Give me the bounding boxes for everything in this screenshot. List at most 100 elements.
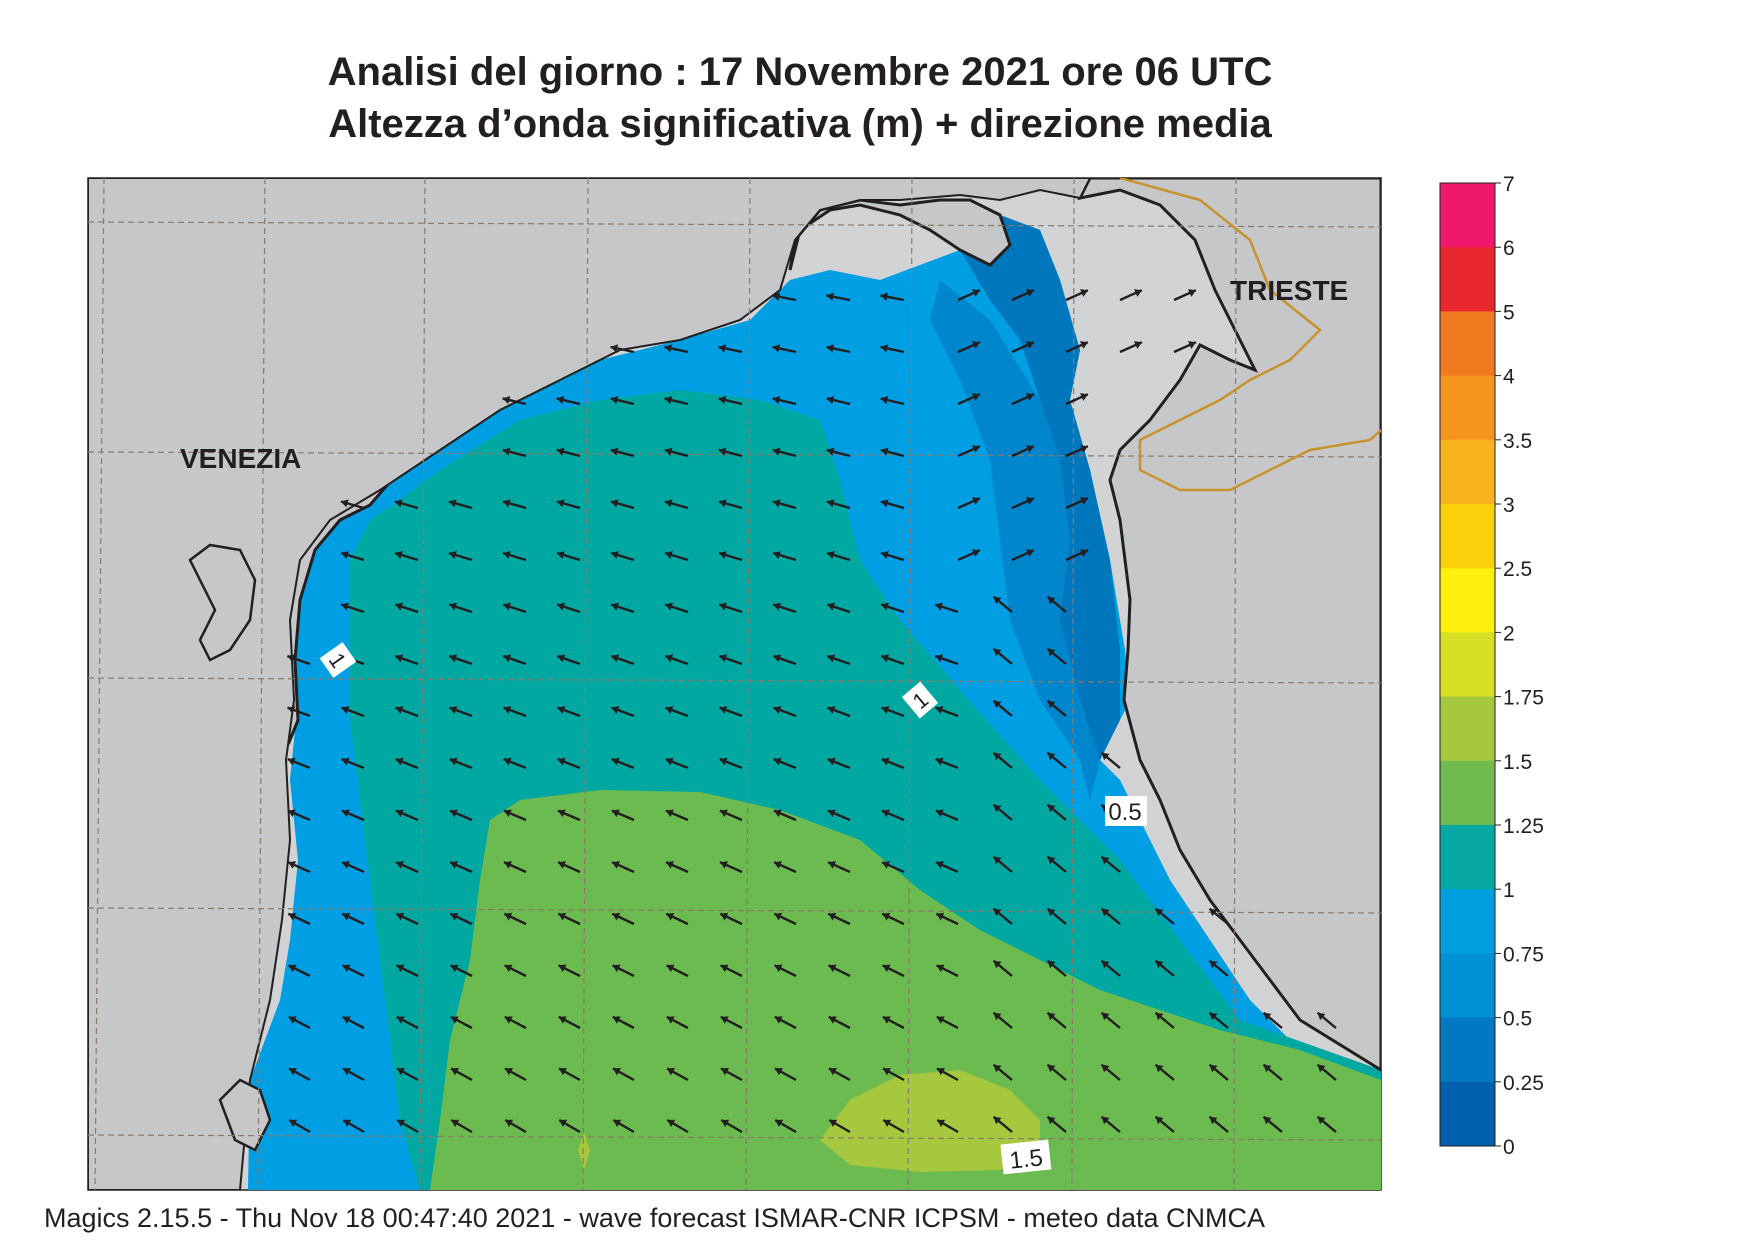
direction-arrow-head: [774, 1068, 783, 1076]
direction-arrow-head: [341, 550, 349, 559]
direction-arrow-head: [665, 602, 673, 611]
legend-label: 2.5: [1503, 558, 1532, 581]
direction-arrow-head: [1079, 445, 1088, 453]
direction-arrow-head: [719, 654, 728, 663]
direction-arrow-head: [451, 1119, 460, 1128]
direction-arrow-head: [558, 1016, 567, 1024]
direction-arrow-head: [993, 752, 1002, 761]
direction-arrow-head: [828, 912, 837, 921]
direction-arrow-head: [557, 550, 565, 559]
direction-arrow-head: [971, 289, 980, 297]
direction-arrow-head: [1047, 960, 1056, 969]
direction-arrow-head: [936, 861, 945, 869]
direction-arrow-head: [1263, 1064, 1272, 1073]
direction-arrow-head: [720, 1016, 729, 1024]
direction-arrow-head: [1187, 289, 1196, 297]
direction-arrow-head: [720, 912, 729, 921]
direction-arrow-head: [882, 912, 891, 921]
direction-arrow-head: [504, 964, 513, 973]
direction-arrow-head: [287, 757, 296, 766]
direction-arrow-head: [881, 809, 890, 818]
direction-arrow-head: [993, 908, 1002, 917]
direction-arrow-head: [612, 912, 621, 921]
direction-arrow-head: [718, 447, 727, 456]
legend-label: 0.25: [1503, 1072, 1544, 1095]
direction-arrow-head: [665, 550, 673, 559]
direction-arrow-head: [288, 912, 297, 921]
direction-arrow-head: [826, 292, 834, 301]
direction-arrow-head: [450, 1016, 459, 1024]
legend-swatch: [1440, 632, 1495, 698]
direction-arrow-head: [1101, 1116, 1110, 1125]
direction-arrow-head: [289, 1119, 298, 1128]
direction-arrow-head: [449, 602, 457, 611]
direction-arrow-head: [1025, 341, 1034, 349]
color-legend: 7 6 5 4 3.5 3 2.5 2 1.75 1.5 1.25 1 0.75 0.5 0.25 0: [1439, 173, 1544, 1159]
direction-arrow-head: [720, 1068, 729, 1076]
direction-arrow-head: [720, 964, 729, 973]
direction-arrow-head: [718, 395, 727, 405]
direction-arrow-head: [666, 912, 675, 921]
direction-arrow-head: [826, 395, 835, 405]
direction-arrow-head: [829, 1119, 838, 1128]
direction-arrow-head: [1047, 804, 1056, 813]
direction-arrow-head: [1047, 596, 1056, 605]
legend-label: 1.25: [1503, 815, 1544, 838]
direction-arrow-head: [1025, 445, 1034, 453]
direction-arrow-head: [342, 912, 351, 921]
legend-swatch: [1440, 825, 1495, 890]
direction-arrow-head: [287, 706, 296, 714]
direction-arrow-head: [448, 499, 457, 508]
direction-arrow-head: [718, 344, 727, 353]
direction-arrow-head: [827, 654, 836, 663]
direction-arrow-head: [936, 964, 945, 973]
direction-arrow-head: [828, 964, 837, 973]
direction-arrow-head: [1209, 1012, 1218, 1021]
direction-arrow-head: [556, 395, 565, 405]
legend-swatch: [1440, 439, 1495, 505]
direction-arrow-head: [881, 706, 890, 714]
direction-arrow-head: [1047, 648, 1056, 657]
direction-arrow-head: [1079, 393, 1088, 401]
sea-band-0.25-0.5: [960, 215, 1120, 760]
direction-arrow-head: [881, 757, 890, 766]
direction-arrow-head: [1047, 752, 1056, 761]
legend-swatch: [1440, 889, 1495, 954]
direction-arrow-head: [1101, 1012, 1110, 1021]
direction-arrow-head: [1155, 960, 1164, 969]
direction-arrow-head: [971, 393, 980, 401]
direction-arrow-head: [450, 1068, 459, 1076]
direction-arrow-head: [993, 648, 1002, 657]
legend-label: 3.5: [1503, 430, 1532, 453]
direction-arrow-head: [880, 447, 889, 456]
direction-arrow-head: [342, 964, 351, 973]
direction-arrow-head: [1317, 1012, 1326, 1021]
direction-arrow-head: [881, 550, 889, 559]
direction-arrow-head: [665, 809, 674, 818]
direction-arrow-head: [666, 861, 675, 869]
direction-arrow-head: [395, 809, 404, 818]
direction-arrow-head: [774, 964, 783, 973]
direction-arrow-head: [665, 654, 674, 663]
direction-arrow-head: [558, 912, 567, 921]
direction-arrow-head: [719, 757, 728, 766]
direction-arrow-head: [1209, 1116, 1218, 1125]
direction-arrow-head: [664, 395, 673, 405]
direction-arrow-head: [396, 1068, 405, 1076]
legend-swatch: [1440, 504, 1495, 569]
label-venezia: VENEZIA: [180, 443, 301, 474]
direction-arrow-head: [611, 809, 620, 818]
direction-arrow-head: [1317, 1116, 1326, 1125]
direction-arrow-head: [1209, 960, 1218, 969]
direction-arrow-head: [935, 654, 944, 663]
direction-arrow-head: [883, 1119, 892, 1128]
direction-arrow-head: [1263, 1012, 1272, 1021]
direction-arrow-head: [1101, 908, 1110, 917]
direction-arrow-head: [557, 706, 566, 714]
direction-arrow-head: [937, 1119, 946, 1128]
direction-arrow-head: [772, 499, 781, 508]
sea-band-1.5-1.75-small: [578, 1132, 590, 1170]
direction-arrow-head: [503, 654, 512, 663]
direction-arrow-head: [664, 499, 673, 508]
direction-arrow-head: [993, 700, 1002, 709]
